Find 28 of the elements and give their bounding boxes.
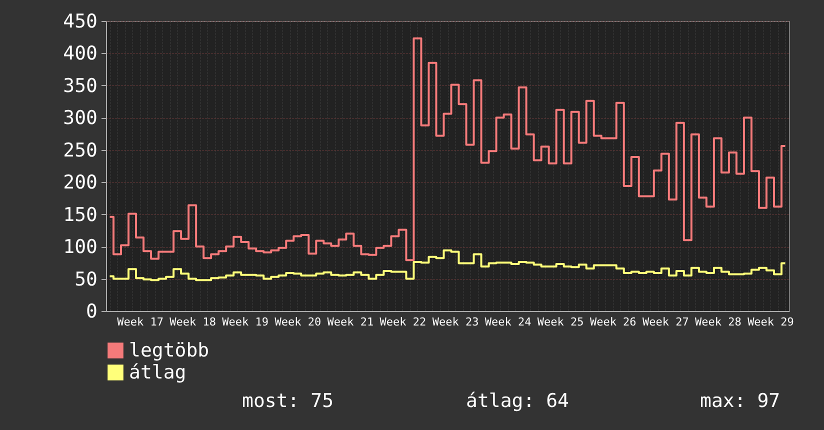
y-tick-label: 350 — [63, 74, 98, 97]
x-tick-label: Week 25 — [537, 316, 584, 328]
legend-label: átlag — [129, 362, 186, 384]
x-tick-label: Week 26 — [590, 316, 636, 328]
x-tick-label: Week 18 — [170, 316, 216, 328]
y-tick-label: 300 — [63, 107, 98, 130]
y-tick-label: 150 — [63, 204, 98, 226]
y-tick-label: 450 — [63, 10, 98, 32]
text: max: 97 — [700, 390, 780, 412]
y-tick-label: 50 — [74, 268, 98, 290]
y-tick-label: 200 — [63, 172, 98, 194]
x-tick-label: Week 28 — [695, 316, 742, 328]
y-tick-label: 250 — [63, 139, 98, 162]
x-tick-label: Week 21 — [327, 316, 374, 328]
y-tick-label: 400 — [63, 42, 98, 65]
x-tick-label: Week 29 — [748, 316, 794, 328]
x-tick-label: Week 20 — [274, 316, 322, 328]
x-tick-label: Week 24 — [484, 316, 532, 328]
y-tick-label: 0 — [86, 300, 98, 322]
x-tick-label: Week 27 — [642, 316, 689, 328]
x-tick-label: Week 17 — [117, 316, 164, 328]
y-tick-label: 100 — [63, 236, 98, 258]
x-tick-label: Week 23 — [432, 316, 479, 328]
text: átlag: 64 — [466, 390, 569, 412]
x-tick-label: Week 19 — [222, 316, 269, 328]
legend-label: legtöbb — [129, 340, 210, 362]
text: most: 75 — [242, 390, 334, 412]
x-tick-label: Week 22 — [380, 316, 426, 328]
